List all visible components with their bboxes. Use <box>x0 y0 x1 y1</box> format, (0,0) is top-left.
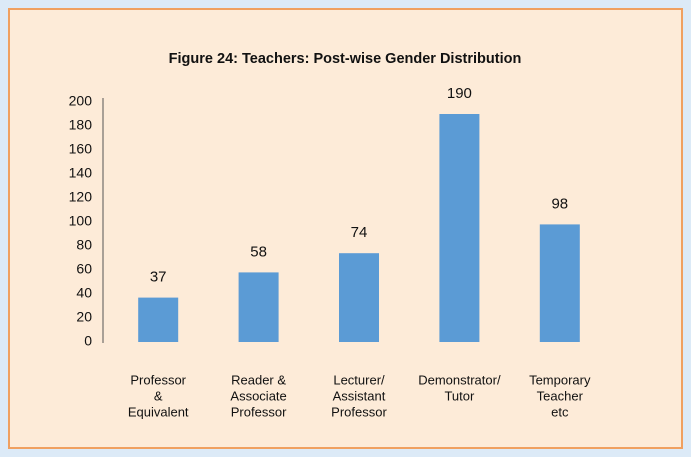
y-tick-label: 180 <box>69 117 93 133</box>
y-tick-label: 120 <box>69 189 93 205</box>
x-tick-label: Professor <box>331 404 387 419</box>
x-tick-label: Demonstrator/ <box>418 372 501 387</box>
y-tick-label: 60 <box>76 261 92 277</box>
y-tick-label: 20 <box>76 309 92 325</box>
y-tick-label: 40 <box>76 285 92 301</box>
data-label: 74 <box>351 224 368 241</box>
y-tick-label: 160 <box>69 141 93 157</box>
y-tick-label: 200 <box>69 93 93 109</box>
x-tick-label: Associate <box>230 388 286 403</box>
x-tick-label: Reader & <box>231 372 286 387</box>
chart-title: Figure 24: Teachers: Post-wise Gender Di… <box>169 51 522 67</box>
bar <box>439 114 480 342</box>
x-tick-label: Professor <box>130 372 186 387</box>
data-label: 98 <box>551 195 568 212</box>
y-tick-label: 100 <box>69 213 93 229</box>
data-label: 58 <box>250 243 267 260</box>
bar <box>238 272 279 342</box>
x-tick-label: Temporary <box>529 372 591 387</box>
x-tick-label: & <box>154 388 163 403</box>
x-tick-label: etc <box>551 404 569 419</box>
x-tick-label: Equivalent <box>128 404 189 419</box>
data-label: 190 <box>447 85 472 102</box>
bar <box>539 224 580 342</box>
y-tick-label: 140 <box>69 165 93 181</box>
bar <box>339 253 379 342</box>
y-tick-label: 80 <box>76 237 92 253</box>
x-tick-label: Lecturer/ <box>333 372 385 387</box>
x-tick-label: Tutor <box>444 388 475 403</box>
y-tick-label: 0 <box>84 333 92 349</box>
data-label: 37 <box>150 269 167 286</box>
x-tick-label: Teacher <box>537 388 584 403</box>
bar <box>138 297 179 342</box>
x-tick-label: Assistant <box>333 388 386 403</box>
x-tick-label: Professor <box>231 404 287 419</box>
